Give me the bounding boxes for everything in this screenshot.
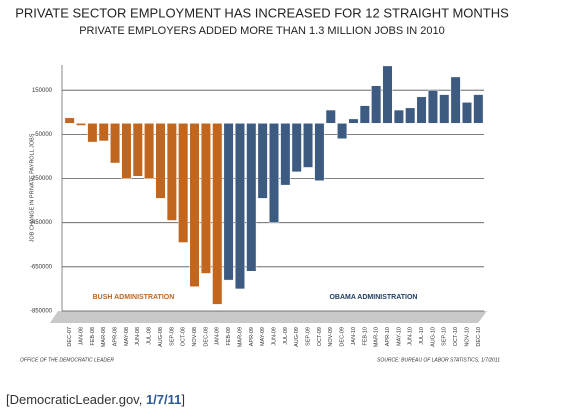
y-tick-label: -50000	[33, 132, 52, 138]
x-tick-label: DEC-10	[476, 327, 482, 347]
x-tick-label: JUL-10	[419, 327, 425, 345]
bar	[268, 123, 280, 223]
bar	[291, 123, 302, 173]
x-tick-label: MAY-10	[396, 327, 402, 346]
y-tick-label: -850000	[30, 309, 53, 315]
x-tick-label: DEC-07	[67, 327, 73, 347]
x-tick-label: OCT-10	[453, 327, 459, 346]
y-tick-label: 150000	[32, 88, 53, 94]
x-tick-label: JUL-08	[147, 327, 153, 345]
bar	[178, 123, 189, 243]
x-tick-label: JUN-08	[135, 327, 141, 346]
x-tick-label: OCT-08	[181, 327, 187, 346]
x-tick-label: JUL-09	[283, 327, 289, 345]
x-tick-label: MAR-08	[101, 327, 107, 347]
bar	[450, 76, 461, 124]
x-tick-label: SEP-10	[442, 327, 448, 346]
bar	[76, 123, 87, 126]
x-tick-label: JAN-08	[78, 327, 84, 345]
x-tick-label: AUG-08	[158, 327, 164, 347]
bar	[337, 123, 348, 140]
y-tick-label: -650000	[30, 264, 53, 270]
floor	[50, 311, 487, 323]
caption-link[interactable]: 1/7/11	[145, 392, 182, 407]
bar	[348, 118, 359, 124]
bar	[200, 123, 211, 274]
footer-right: SOURCE: BUREAU OF LABOR STATISTICS, 1/7/…	[377, 357, 500, 363]
bar	[439, 94, 450, 124]
x-tick-label: JUN-10	[408, 327, 414, 346]
bar	[393, 109, 404, 124]
bar	[64, 117, 75, 124]
x-tick-label: MAY-08	[124, 327, 130, 346]
y-tick-label: -250000	[30, 176, 53, 182]
bar	[110, 123, 121, 164]
bar	[280, 123, 291, 186]
bar	[416, 96, 427, 124]
bar	[461, 102, 472, 124]
y-axis-label: JOB CHANGE IN PRIVATE PAYROLL JOBS	[29, 133, 35, 242]
x-tick-label: NOV-09	[328, 327, 334, 347]
x-tick-label: MAR-09	[237, 327, 243, 347]
x-tick-label: NOV-08	[192, 327, 198, 347]
x-tick-label: APR-08	[113, 327, 119, 346]
bar	[166, 123, 177, 221]
x-tick-label: FEB-08	[90, 327, 96, 346]
x-tick-label: MAR-10	[374, 327, 380, 347]
caption-suffix: ]	[181, 392, 186, 407]
bar	[325, 109, 336, 124]
x-tick-label: SEP-09	[306, 327, 312, 346]
bar	[98, 123, 109, 142]
bar	[132, 123, 143, 177]
y-tick-label: -450000	[30, 220, 53, 226]
bar	[303, 123, 314, 168]
x-tick-label: APR-10	[385, 327, 391, 346]
bar	[473, 94, 484, 124]
chart-title: PRIVATE SECTOR EMPLOYMENT HAS INCREASED …	[15, 5, 509, 20]
bar	[223, 123, 234, 281]
bar	[234, 123, 245, 290]
x-tick-label: OCT-09	[317, 327, 323, 346]
bar	[257, 123, 268, 199]
x-tick-label: JUN-09	[271, 327, 277, 346]
bar	[212, 123, 223, 305]
bar	[427, 89, 438, 124]
x-tick-label: SEP-08	[169, 327, 175, 346]
x-tick-label: FEB-10	[362, 327, 368, 346]
series-label: BUSH ADMINISTRATION	[93, 294, 175, 301]
footer-left: OFFICE OF THE DEMOCRATIC LEADER	[20, 357, 114, 363]
series-label: OBAMA ADMINISTRATION	[329, 294, 417, 301]
bar	[246, 123, 257, 272]
x-tick-label: FEB-09	[226, 327, 232, 346]
x-tick-label: AUG-09	[294, 327, 300, 347]
bar	[144, 123, 155, 179]
bar	[382, 65, 393, 124]
bar	[359, 105, 370, 124]
x-tick-label: DEC-09	[340, 327, 346, 347]
bar	[405, 107, 416, 124]
bar	[121, 123, 132, 179]
x-tick-label: AUG-10	[430, 327, 436, 347]
bar	[155, 123, 166, 199]
x-tick-label: JAN-09	[215, 327, 221, 345]
bar	[87, 123, 98, 143]
x-tick-label: MAY-09	[260, 327, 266, 346]
x-tick-label: JAN-10	[351, 327, 357, 345]
caption: [DemocraticLeader.gov, 1/7/11]	[6, 392, 185, 407]
bar	[314, 123, 325, 181]
x-tick-label: DEC-08	[203, 327, 209, 347]
chart: PRIVATE SECTOR EMPLOYMENT HAS INCREASED …	[15, 5, 510, 364]
bar	[371, 85, 382, 124]
bar	[189, 123, 200, 287]
caption-prefix: [DemocraticLeader.gov,	[6, 392, 146, 407]
chart-subtitle: PRIVATE EMPLOYERS ADDED MORE THAN 1.3 MI…	[79, 25, 445, 37]
x-tick-label: NOV-10	[464, 327, 470, 347]
x-tick-label: APR-09	[249, 327, 255, 346]
